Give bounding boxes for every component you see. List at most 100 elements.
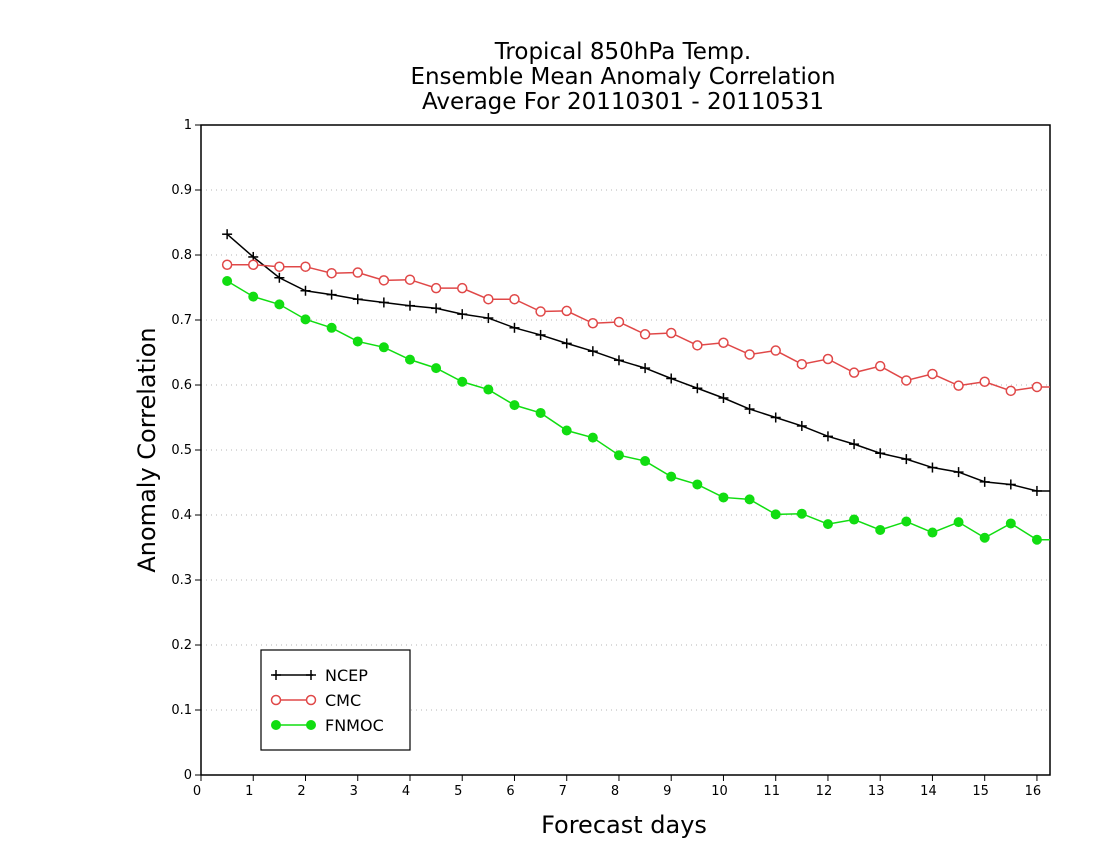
- y-tick-label: 0.7: [171, 313, 192, 328]
- data-point-ncep: [1005, 479, 1016, 490]
- data-point-cmc: [561, 305, 572, 317]
- data-point-fnmoc: [1005, 518, 1016, 529]
- y-tick-label: 0.6: [171, 378, 192, 393]
- data-point-fnmoc: [953, 517, 964, 528]
- legend-label: CMC: [325, 691, 361, 710]
- legend-marker-end: [306, 720, 316, 730]
- data-point-ncep: [692, 383, 703, 394]
- data-point-cmc: [430, 282, 442, 294]
- chart-title: Tropical 850hPa Temp. Ensemble Mean Anom…: [410, 39, 835, 115]
- data-point-cmc: [979, 376, 990, 387]
- legend-label: FNMOC: [325, 716, 384, 735]
- data-point-fnmoc: [535, 407, 546, 418]
- series-ncep: [222, 229, 1050, 496]
- data-point-cmc: [221, 259, 233, 270]
- legend-item-fnmoc: FNMOC: [271, 716, 384, 735]
- data-point-fnmoc: [744, 494, 755, 505]
- y-tick-label: 0.2: [171, 638, 192, 653]
- x-tick-label: 11: [763, 784, 780, 799]
- data-point-fnmoc: [718, 492, 729, 503]
- data-point-ncep: [718, 393, 729, 403]
- y-tick-label: 1: [184, 118, 192, 133]
- legend: NCEP CMC FNMOC: [260, 649, 411, 751]
- data-point-fnmoc: [1031, 534, 1042, 545]
- data-point-ncep: [1031, 485, 1042, 496]
- y-tick-label: 0.3: [171, 573, 192, 588]
- data-point-cmc: [692, 340, 703, 351]
- data-point-fnmoc: [300, 314, 311, 325]
- legend-marker-start: [271, 720, 281, 730]
- x-tick-label: 8: [611, 784, 619, 799]
- legend-marker-end: [306, 670, 316, 680]
- data-point-cmc: [744, 349, 755, 360]
- data-point-cmc: [247, 259, 259, 270]
- data-point-fnmoc: [927, 527, 938, 538]
- data-point-cmc: [848, 367, 860, 378]
- data-point-fnmoc: [378, 342, 389, 353]
- data-point-cmc: [1005, 385, 1017, 397]
- data-point-fnmoc: [613, 450, 624, 461]
- data-point-cmc: [300, 261, 311, 272]
- y-tick-label: 0.9: [171, 183, 192, 198]
- data-point-ncep: [901, 454, 912, 465]
- data-point-fnmoc: [640, 456, 651, 467]
- x-tick-label: 15: [972, 784, 989, 799]
- y-tick-label: 0.5: [171, 443, 192, 458]
- data-point-ncep: [300, 285, 311, 296]
- data-point-fnmoc: [431, 363, 442, 374]
- data-point-fnmoc: [849, 514, 860, 525]
- y-tick-label: 0.1: [171, 703, 192, 718]
- data-point-ncep: [744, 404, 755, 415]
- data-point-cmc: [665, 327, 677, 339]
- series-line-cmc: [227, 264, 1050, 392]
- data-point-cmc: [456, 282, 468, 294]
- y-tick-label: 0.4: [171, 508, 192, 523]
- series-fnmoc: [222, 276, 1050, 545]
- x-tick-label: 6: [506, 784, 514, 799]
- data-point-cmc: [613, 316, 625, 328]
- data-point-fnmoc: [770, 509, 781, 520]
- data-point-cmc: [927, 368, 938, 380]
- data-point-cmc: [352, 267, 363, 278]
- data-point-cmc: [378, 275, 390, 286]
- x-tick-label: 16: [1025, 784, 1042, 799]
- data-point-fnmoc: [509, 400, 520, 411]
- data-point-fnmoc: [979, 532, 990, 543]
- x-tick-label: 2: [297, 784, 305, 799]
- title-line-2: Ensemble Mean Anomaly Correlation: [410, 64, 835, 90]
- x-tick-label: 14: [920, 784, 937, 799]
- legend-marker-end: [305, 694, 317, 706]
- legend-item-ncep: NCEP: [271, 666, 368, 685]
- data-point-fnmoc: [352, 336, 363, 347]
- data-point-fnmoc: [666, 471, 677, 482]
- x-tick-label: 9: [663, 784, 671, 799]
- data-point-ncep: [378, 297, 389, 308]
- data-point-ncep: [796, 420, 807, 431]
- data-point-ncep: [274, 272, 285, 283]
- x-tick-label: 7: [559, 784, 567, 799]
- data-point-ncep: [483, 313, 494, 324]
- legend-item-cmc: CMC: [270, 691, 361, 710]
- data-point-cmc: [535, 306, 546, 317]
- data-point-cmc: [874, 360, 886, 372]
- x-tick-label: 0: [193, 784, 201, 799]
- data-point-fnmoc: [822, 519, 833, 530]
- data-point-fnmoc: [587, 432, 598, 443]
- data-point-ncep: [822, 431, 833, 442]
- x-tick-label: 1: [245, 784, 253, 799]
- data-point-ncep: [666, 373, 677, 384]
- data-point-fnmoc: [326, 322, 337, 333]
- gridlines: [201, 189, 1050, 711]
- y-axis-title: Anomaly Correlation: [133, 327, 161, 572]
- data-point-fnmoc: [404, 354, 415, 365]
- y-tick-label: 0.8: [171, 248, 192, 263]
- data-point-fnmoc: [692, 479, 703, 490]
- x-tick-label: 10: [711, 784, 728, 799]
- data-point-cmc: [483, 293, 494, 305]
- x-tick-label: 3: [350, 784, 358, 799]
- data-point-fnmoc: [274, 299, 285, 310]
- x-tick-label: 12: [816, 784, 833, 799]
- title-line-3: Average For 20110301 - 20110531: [422, 89, 824, 115]
